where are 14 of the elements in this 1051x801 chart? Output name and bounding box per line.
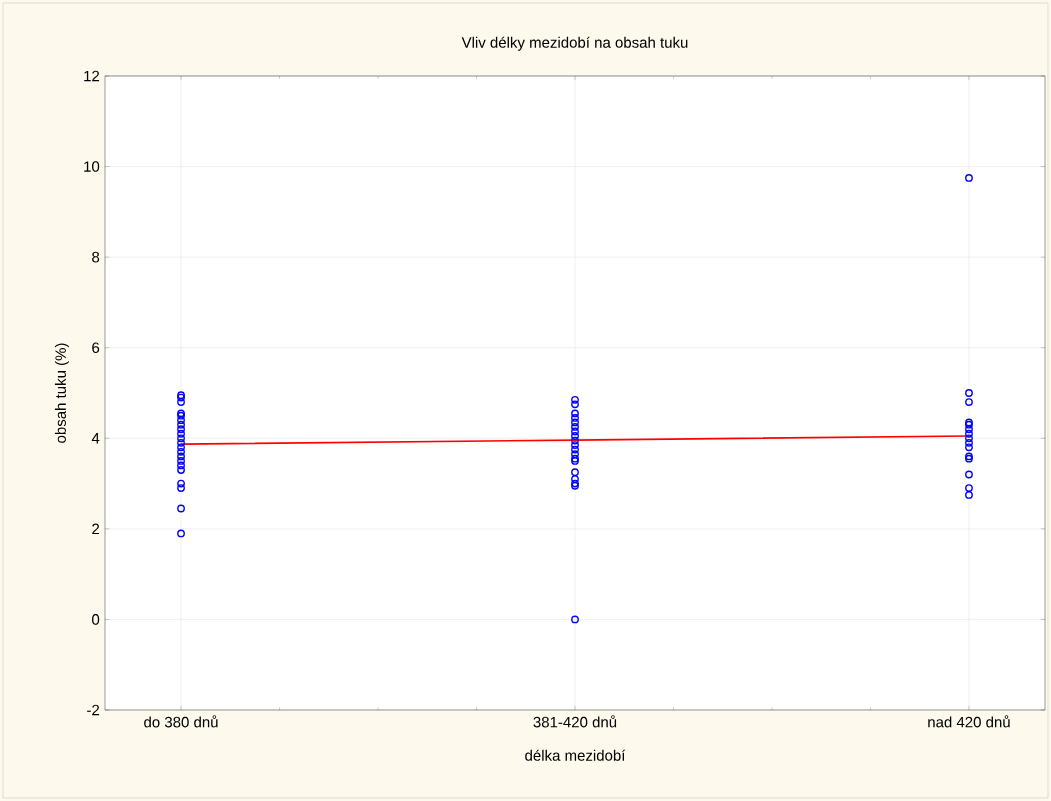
x-tick-label: do 380 dnů bbox=[144, 715, 218, 728]
y-axis-title: obsah tuku (%) bbox=[54, 343, 69, 443]
x-tick-label: nad 420 dnů bbox=[928, 715, 1010, 728]
chart-title: Vliv délky mezidobí na obsah tuku bbox=[461, 36, 688, 51]
y-tick-label: 12 bbox=[84, 70, 100, 82]
y-tick-label: 4 bbox=[91, 433, 100, 444]
y-tick-label: 2 bbox=[92, 523, 100, 535]
y-tick-label: 0 bbox=[92, 614, 100, 625]
y-tick-label: -2 bbox=[87, 704, 100, 716]
x-axis-title: délka mezidobí bbox=[525, 749, 626, 761]
x-tick-label: 381-420 dnů bbox=[533, 715, 617, 728]
y-tick-label: 8 bbox=[92, 251, 100, 263]
y-tick-label: 6 bbox=[92, 342, 100, 354]
y-tick-label: 10 bbox=[84, 161, 100, 172]
